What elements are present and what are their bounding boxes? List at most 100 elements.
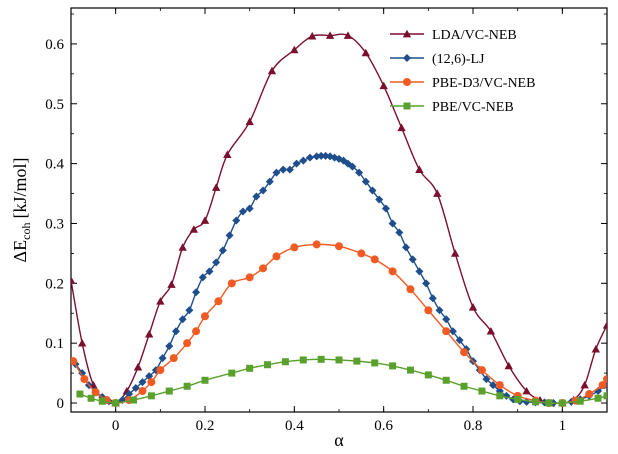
legend-label: (12,6)-LJ (432, 52, 485, 67)
legend-item: PBE-D3/VC-NEB (390, 76, 535, 91)
data-point (91, 388, 100, 397)
legend-marker (402, 29, 412, 38)
data-point (133, 362, 143, 371)
data-point (192, 327, 201, 336)
data-point (201, 376, 209, 384)
data-point (522, 386, 531, 395)
data-point (227, 279, 236, 288)
data-point (158, 354, 167, 363)
data-point (147, 378, 156, 387)
legend-item: PBE/VC-NEB (390, 100, 514, 115)
data-point (402, 243, 410, 252)
y-tick-label: 0 (57, 396, 65, 412)
data-point (370, 255, 379, 264)
data-point (558, 399, 566, 407)
data-point (460, 348, 469, 357)
data-point (424, 306, 433, 315)
data-point (450, 249, 460, 257)
data-point (71, 357, 78, 366)
data-point (87, 394, 95, 402)
data-point (348, 162, 357, 171)
data-point (428, 294, 437, 303)
data-point (259, 186, 268, 195)
data-point (312, 240, 321, 249)
data-point (343, 31, 353, 39)
legend-label: PBE/VC-NEB (432, 100, 514, 115)
y-tick-label: 0.3 (45, 216, 64, 232)
data-point (482, 375, 491, 384)
y-tick-label: 0.6 (45, 37, 64, 53)
data-point (98, 397, 106, 405)
data-point (580, 380, 589, 389)
data-point (225, 231, 234, 240)
data-point (138, 387, 147, 396)
data-point (422, 279, 431, 288)
y-tick-label: 0.2 (45, 276, 64, 292)
x-tick-label: 0.4 (285, 418, 304, 434)
data-point (388, 267, 397, 276)
data-point (532, 398, 540, 406)
legend-marker (403, 102, 411, 110)
data-point (489, 381, 498, 390)
y-tick-label: 0.5 (45, 97, 64, 113)
data-point (335, 242, 343, 251)
data-point (201, 312, 209, 321)
data-point (408, 255, 417, 264)
data-point (305, 153, 314, 162)
series-pbe-d3-vc-neb (71, 240, 607, 408)
data-point (594, 394, 602, 402)
data-point (299, 156, 308, 165)
data-point (381, 204, 390, 213)
data-point (77, 338, 87, 347)
data-point (290, 243, 299, 252)
data-point (223, 150, 232, 158)
data-point (265, 177, 274, 186)
data-point (264, 361, 272, 369)
data-point (130, 396, 138, 404)
x-axis-label: α (334, 430, 344, 450)
data-point (290, 45, 299, 54)
series-pbe-vc-neb (76, 355, 607, 407)
data-point (433, 189, 442, 197)
data-point (335, 356, 343, 364)
data-point (299, 356, 307, 364)
y-tick-label: 0.4 (45, 157, 64, 173)
data-point (147, 392, 155, 400)
series-layer (71, 31, 607, 408)
data-point (435, 306, 444, 315)
data-point (245, 204, 254, 213)
data-point (272, 252, 281, 261)
data-point (502, 391, 511, 400)
data-point (169, 354, 178, 363)
data-point (281, 358, 289, 366)
data-point (156, 366, 165, 375)
data-point (477, 366, 486, 375)
data-point (514, 395, 522, 403)
data-point (495, 381, 504, 390)
data-point (504, 361, 513, 370)
data-point (496, 392, 504, 400)
data-point (325, 31, 335, 39)
data-point (167, 280, 176, 288)
data-point (442, 327, 451, 336)
data-point (252, 192, 261, 201)
data-point (71, 276, 76, 284)
data-point (379, 81, 388, 90)
data-point (442, 376, 450, 384)
legend-label: LDA/VC-NEB (432, 28, 517, 43)
data-point (279, 165, 288, 174)
x-tick-label: 0.6 (374, 418, 393, 434)
legend-label: PBE-D3/VC-NEB (432, 76, 535, 91)
x-axis-ticks: 0 0.2 0.4 0.6 0.8 1 (70, 8, 608, 434)
data-point (292, 159, 301, 168)
data-point (183, 382, 191, 390)
data-point (308, 31, 317, 40)
data-point (455, 336, 464, 345)
data-point (395, 228, 404, 237)
data-point (468, 303, 478, 311)
data-point (591, 344, 601, 353)
data-point (189, 225, 199, 233)
data-point (460, 382, 468, 390)
data-point (388, 219, 397, 228)
